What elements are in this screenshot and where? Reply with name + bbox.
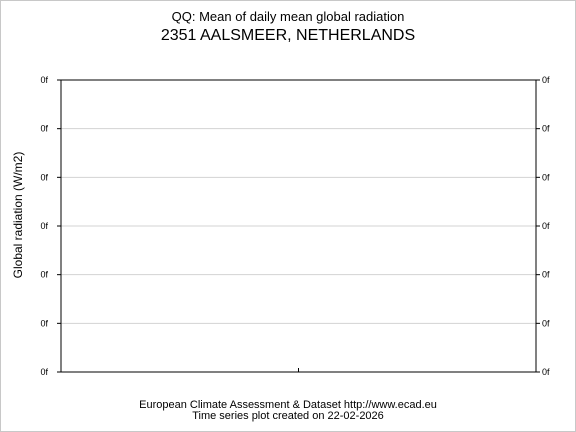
y-tick-label-left: 0f xyxy=(40,318,48,328)
y-tick-label-right: 0f xyxy=(542,124,550,134)
y-tick-label-left: 0f xyxy=(40,367,48,377)
chart-title: QQ: Mean of daily mean global radiation xyxy=(171,9,405,24)
y-tick-label-left: 0f xyxy=(40,221,48,231)
y-tick-label-left: 0f xyxy=(40,124,48,134)
footer-created-date: Time series plot created on 22-02-2026 xyxy=(192,410,384,422)
y-tick-label-left: 0f xyxy=(40,75,48,85)
y-tick-label-right: 0f xyxy=(542,318,550,328)
y-tick-label-left: 0f xyxy=(40,270,48,280)
y-tick-label-right: 0f xyxy=(542,270,550,280)
y-tick-label-right: 0f xyxy=(542,367,550,377)
chart-subtitle: 2351 AALSMEER, NETHERLANDS xyxy=(160,27,416,44)
y-tick-label-right: 0f xyxy=(542,172,550,182)
footer-credit: European Climate Assessment & Dataset ht… xyxy=(139,399,437,411)
y-tick-label-right: 0f xyxy=(542,221,550,231)
y-tick-label-left: 0f xyxy=(40,172,48,182)
y-tick-label-right: 0f xyxy=(542,75,550,85)
